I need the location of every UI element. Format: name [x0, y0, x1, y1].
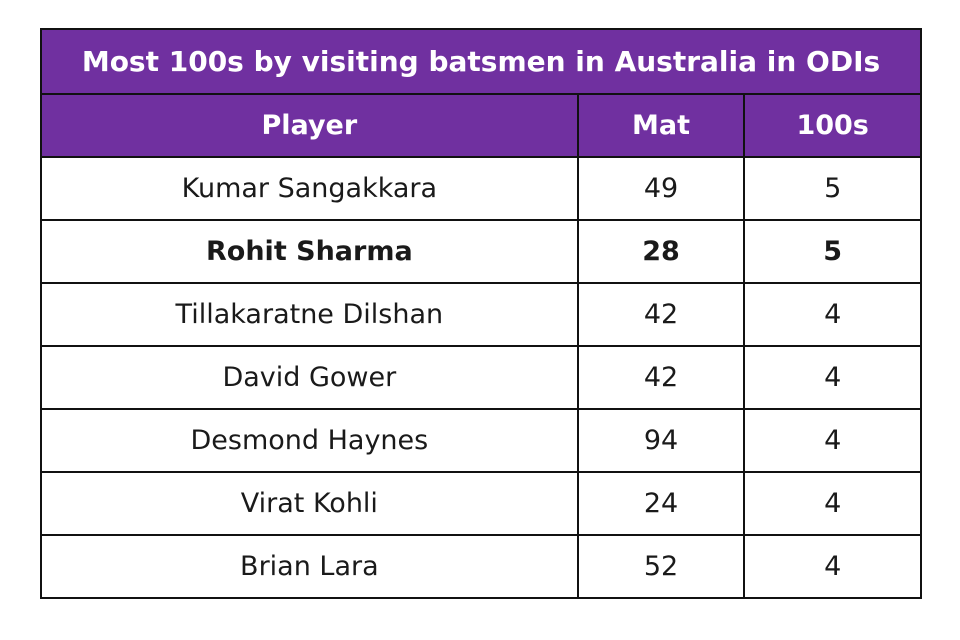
table-cell: 42: [576, 282, 746, 347]
table-cell: 4: [743, 408, 922, 473]
table-title: Most 100s by visiting batsmen in Austral…: [40, 28, 922, 95]
header-row: Player Mat 100s: [40, 93, 922, 158]
table-cell: Rohit Sharma: [40, 219, 579, 284]
column-header: 100s: [743, 93, 922, 158]
table-row: Virat Kohli 24 4: [40, 471, 922, 536]
table-cell: David Gower: [40, 345, 579, 410]
table-cell: 5: [743, 156, 922, 221]
column-header: Player: [40, 93, 579, 158]
table-cell: 5: [743, 219, 922, 284]
stats-table: Most 100s by visiting batsmen in Austral…: [40, 28, 922, 599]
table-cell: 94: [576, 408, 746, 473]
table-cell: 4: [743, 282, 922, 347]
table-row: Brian Lara 52 4: [40, 534, 922, 599]
table-cell: 42: [576, 345, 746, 410]
table-cell: 4: [743, 345, 922, 410]
table-cell: Tillakaratne Dilshan: [40, 282, 579, 347]
table-cell: Virat Kohli: [40, 471, 579, 536]
table-row: Rohit Sharma 28 5: [40, 219, 922, 284]
table-cell: 24: [576, 471, 746, 536]
title-row: Most 100s by visiting batsmen in Austral…: [40, 28, 922, 95]
table-row: David Gower 42 4: [40, 345, 922, 410]
table-cell: 49: [576, 156, 746, 221]
table-cell: Desmond Haynes: [40, 408, 579, 473]
table-cell: 4: [743, 471, 922, 536]
column-header: Mat: [576, 93, 746, 158]
table-cell: 4: [743, 534, 922, 599]
table-row: Kumar Sangakkara 49 5: [40, 156, 922, 221]
table-cell: Kumar Sangakkara: [40, 156, 579, 221]
table-cell: 52: [576, 534, 746, 599]
table-body: Kumar Sangakkara 49 5 Rohit Sharma 28 5 Tillak…: [40, 156, 922, 599]
table-row: Desmond Haynes 94 4: [40, 408, 922, 473]
table-row: Tillakaratne Dilshan 42 4: [40, 282, 922, 347]
table-cell: 28: [576, 219, 746, 284]
table-cell: Brian Lara: [40, 534, 579, 599]
